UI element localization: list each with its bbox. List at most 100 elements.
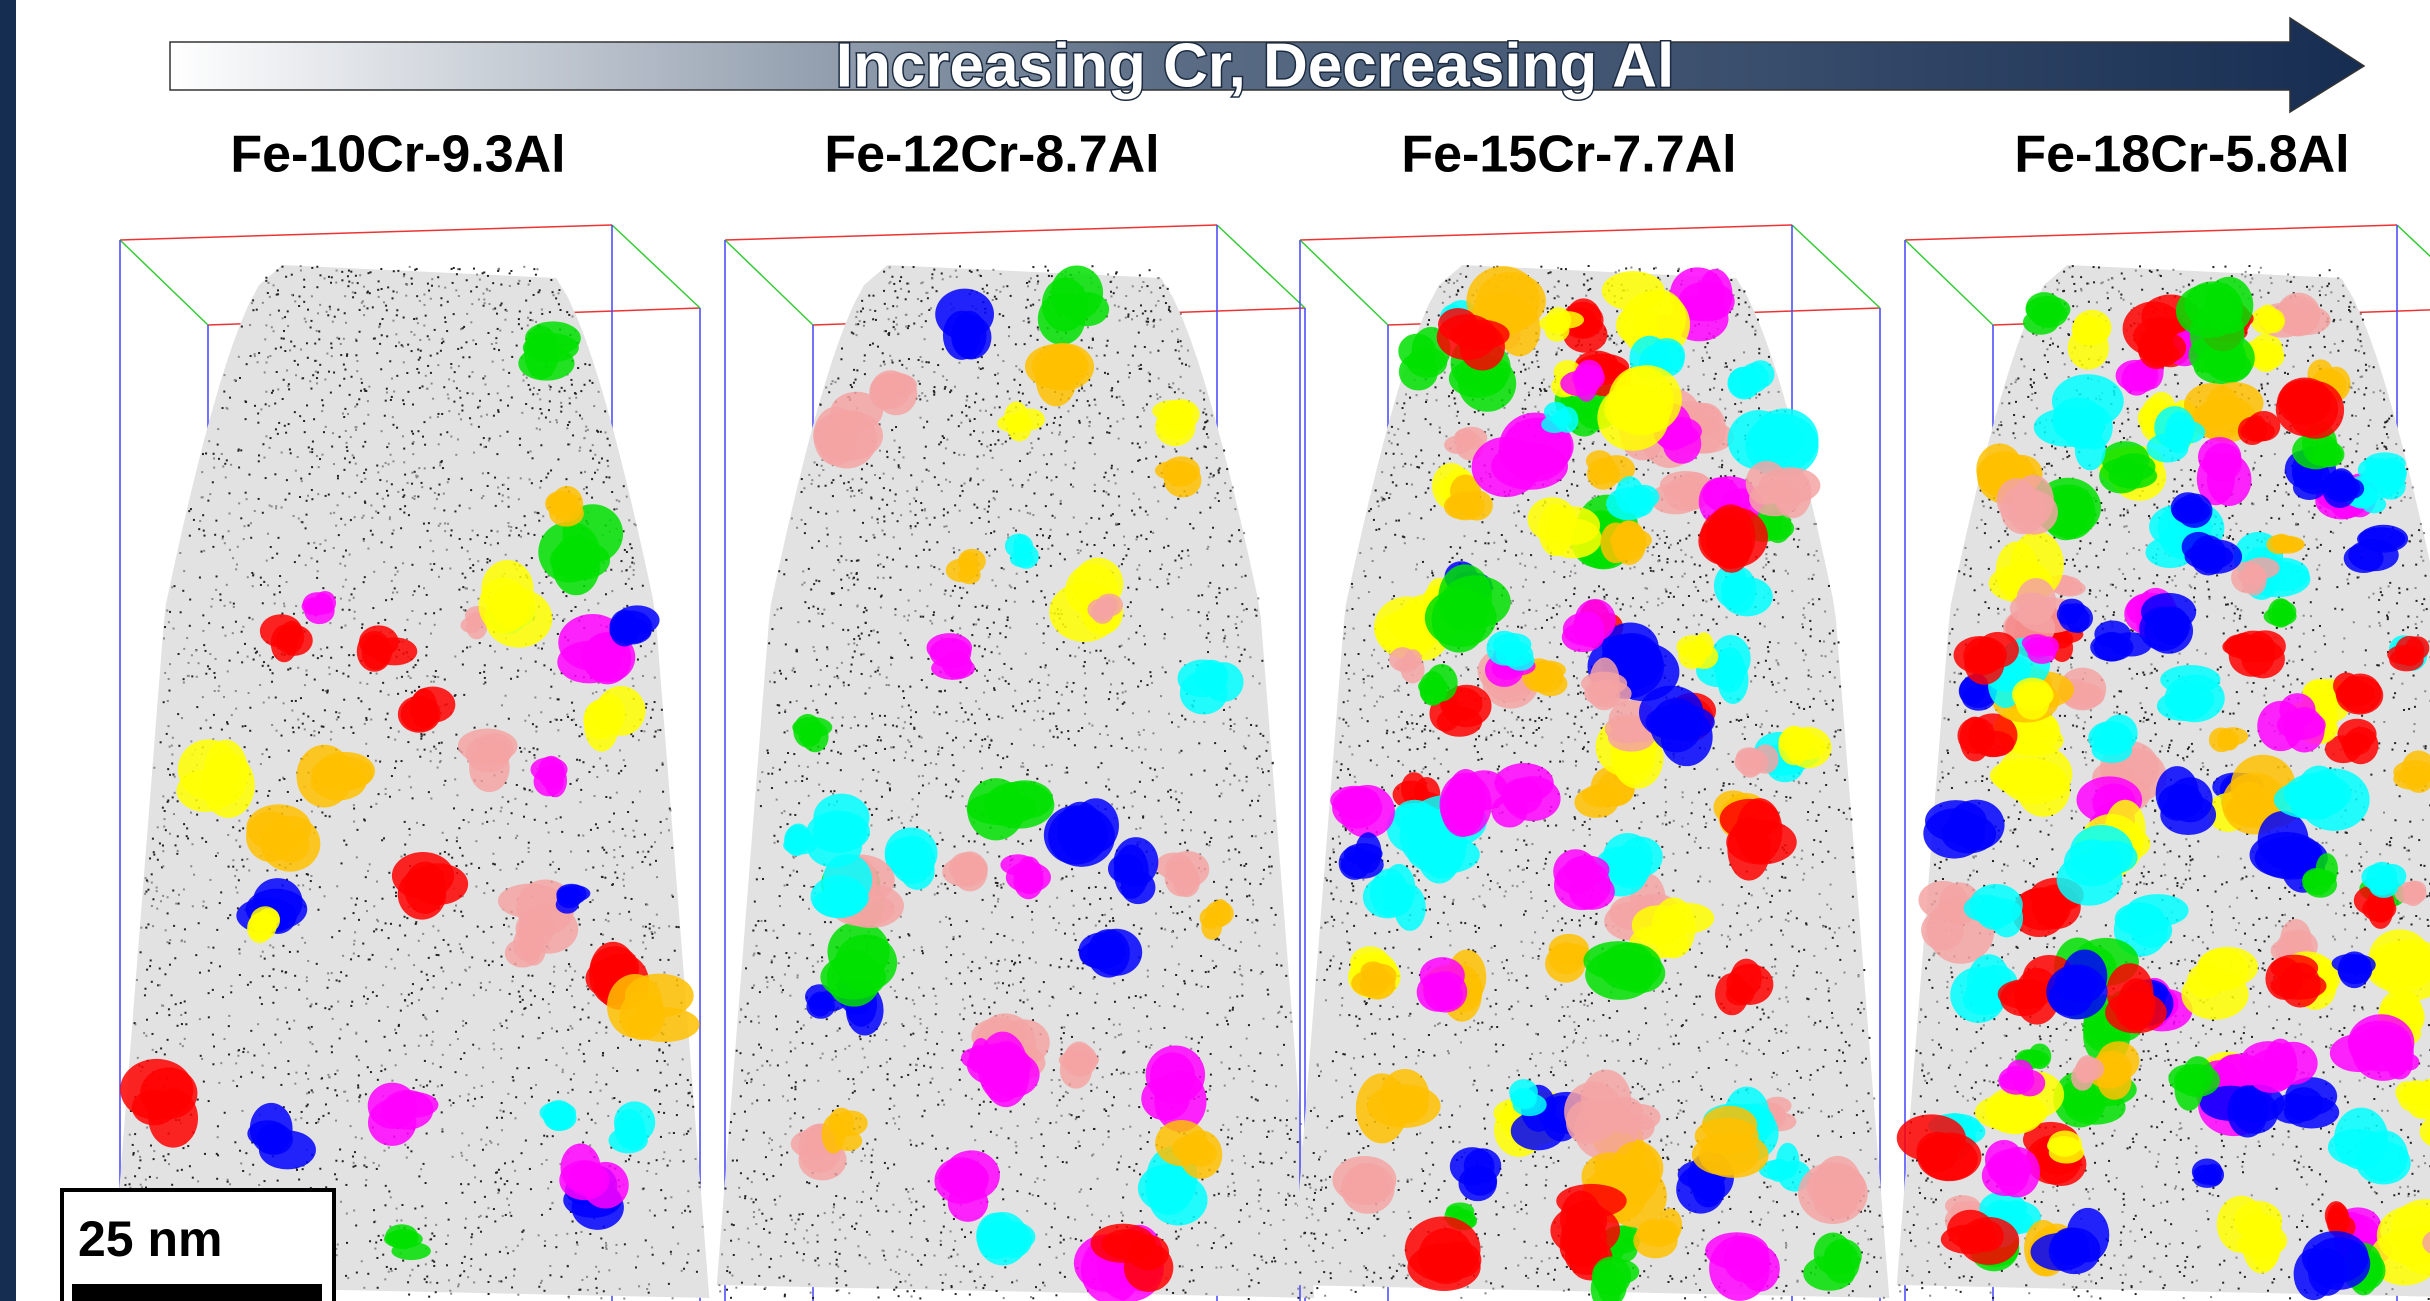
atom-dot <box>507 823 509 825</box>
atom-dot <box>1145 538 1147 540</box>
atom-dot <box>493 348 495 350</box>
atom-dot <box>575 1232 577 1234</box>
atom-dot <box>347 275 349 277</box>
atom-dot <box>838 561 840 563</box>
atom-dot <box>251 1071 253 1073</box>
atom-dot <box>216 575 218 577</box>
atom-dot <box>366 683 368 685</box>
atom-dot <box>1189 906 1191 908</box>
atom-dot <box>887 939 889 941</box>
atom-dot <box>329 673 331 675</box>
atom-dot <box>642 851 644 853</box>
atom-dot <box>453 313 455 315</box>
atom-dot <box>999 313 1001 315</box>
atom-dot <box>622 879 624 881</box>
atom-dot <box>624 765 626 767</box>
atom-dot <box>1014 690 1016 692</box>
atom-dot <box>645 655 647 657</box>
atom-dot <box>309 380 311 382</box>
atom-dot <box>256 309 258 311</box>
atom-dot <box>437 930 439 932</box>
atom-dot <box>576 759 578 761</box>
atom-dot <box>921 1143 923 1145</box>
atom-dot <box>376 1168 378 1170</box>
atom-dot <box>931 673 933 675</box>
atom-dot <box>578 834 580 836</box>
atom-dot <box>1002 360 1004 362</box>
atom-dot <box>451 857 453 859</box>
atom-dot <box>177 835 179 837</box>
atom-dot <box>348 281 350 283</box>
atom-dot <box>197 1099 199 1101</box>
atom-dot <box>376 1257 378 1259</box>
atom-dot <box>214 677 216 679</box>
atom-dot <box>910 525 912 527</box>
atom-dot <box>575 1253 577 1255</box>
atom-dot <box>426 675 428 677</box>
atom-dot <box>363 472 365 474</box>
atom-dot <box>145 1035 147 1037</box>
atom-dot <box>655 1173 657 1175</box>
atom-dot <box>382 465 384 467</box>
atom-dot <box>629 543 631 545</box>
atom-dot <box>668 829 670 831</box>
atom-dot <box>507 385 509 387</box>
atom-dot <box>508 506 510 508</box>
atom-dot <box>168 1014 170 1016</box>
atom-dot <box>966 920 968 922</box>
atom-dot <box>923 1206 925 1208</box>
atom-dot <box>582 1141 584 1143</box>
atom-dot <box>788 957 790 959</box>
atom-dot <box>354 292 356 294</box>
atom-dot <box>376 881 378 883</box>
atom-dot <box>163 637 165 639</box>
atom-dot <box>580 1018 582 1020</box>
atom-dot <box>549 1208 551 1210</box>
atom-dot <box>344 524 346 526</box>
atom-dot <box>1136 536 1138 538</box>
atom-dot <box>245 418 247 420</box>
atom-dot <box>424 1060 426 1062</box>
atom-dot <box>226 459 228 461</box>
atom-dot <box>824 1212 826 1214</box>
atom-dot <box>288 750 290 752</box>
atom-dot <box>641 861 643 863</box>
atom-dot <box>164 626 166 628</box>
atom-dot <box>410 677 412 679</box>
atom-dot <box>385 1185 387 1187</box>
atom-dot <box>841 662 843 664</box>
atom-dot <box>969 1294 971 1296</box>
atom-dot <box>517 1245 519 1247</box>
atom-dot <box>997 382 999 384</box>
atom-dot <box>652 1254 654 1256</box>
atom-dot <box>626 569 628 571</box>
atom-dot <box>592 866 594 868</box>
atom-dot <box>275 697 277 699</box>
atom-dot <box>311 1003 313 1005</box>
atom-dot <box>611 590 613 592</box>
atom-dot <box>281 735 283 737</box>
atom-dot <box>265 435 267 437</box>
atom-dot <box>385 922 387 924</box>
atom-dot <box>510 1112 512 1114</box>
atom-dot <box>660 1189 662 1191</box>
atom-dot <box>224 1038 226 1040</box>
atom-dot <box>297 951 299 953</box>
atom-dot <box>522 769 524 771</box>
atom-dot <box>306 976 308 978</box>
atom-dot <box>560 402 562 404</box>
atom-dot <box>622 855 624 857</box>
atom-dot <box>519 995 521 997</box>
atom-dot <box>550 669 552 671</box>
atom-dot <box>328 667 330 669</box>
atom-dot <box>1020 766 1022 768</box>
atom-dot <box>549 388 551 390</box>
atom-dot <box>928 782 930 784</box>
atom-dot <box>1224 635 1226 637</box>
atom-dot <box>432 550 434 552</box>
atom-dot <box>414 334 416 336</box>
atom-dot <box>379 325 381 327</box>
atom-dot <box>758 1275 760 1277</box>
atom-dot <box>626 551 628 553</box>
atom-dot <box>620 770 622 772</box>
